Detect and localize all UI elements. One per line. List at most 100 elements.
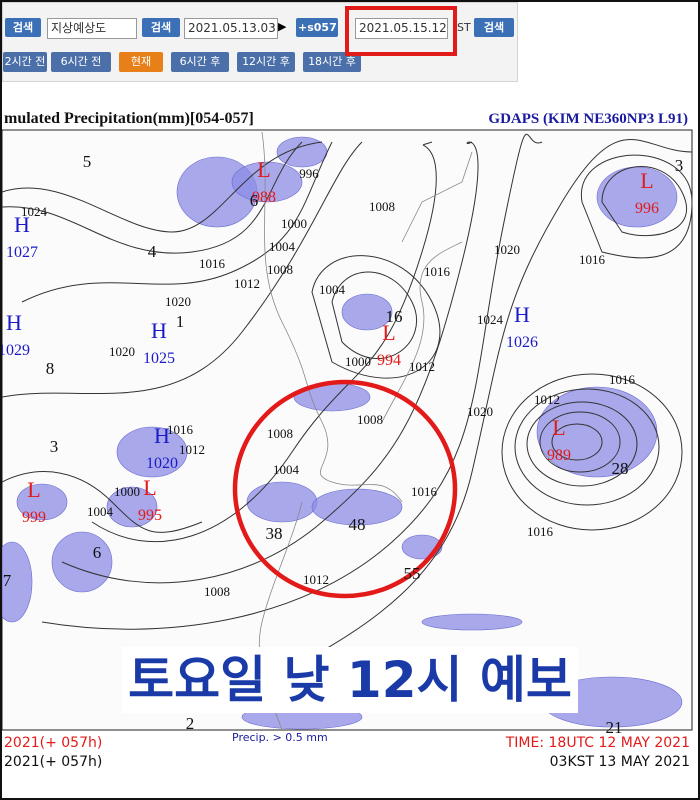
pressure-value: 1025 xyxy=(143,350,175,367)
nav-button[interactable]: 현재 xyxy=(119,52,163,72)
target-time-input[interactable]: 2021.05.15.12 xyxy=(355,18,448,39)
highlight-box xyxy=(345,6,457,56)
footer-run: 2021(+ 057h) xyxy=(4,754,102,770)
isobar-label: 1012 xyxy=(534,392,560,407)
isobar-label: 1000 xyxy=(281,216,307,231)
pressure-value: 988 xyxy=(252,189,276,206)
pressure-letter: L xyxy=(257,157,270,182)
isobars xyxy=(2,133,693,693)
search-button[interactable]: 검색 xyxy=(474,18,514,37)
isobar-label: 1000 xyxy=(114,484,140,499)
highlight-circle xyxy=(232,379,458,599)
isobar-label: 1004 xyxy=(87,504,114,519)
legend: Precip. > 0.5 mm xyxy=(232,731,328,744)
pressure-letter: H xyxy=(514,302,530,327)
pressure-letter: L xyxy=(27,477,40,502)
pressure-value: 995 xyxy=(138,507,162,524)
pressure-letter: H xyxy=(6,310,22,335)
arrow[interactable]: ▶ xyxy=(278,20,287,33)
base-time-input[interactable]: 2021.05.13.03 xyxy=(184,18,278,39)
precip-label: 6 xyxy=(93,543,102,562)
map-title: mulated Precipitation(mm)[054-057] xyxy=(4,110,254,127)
precip-label: 2 xyxy=(186,714,195,733)
isobar-label: 1012 xyxy=(409,359,435,374)
pressure-letter: L xyxy=(640,168,653,193)
nav-button[interactable]: 2시간 전 xyxy=(3,52,47,72)
isobar-label: 1016 xyxy=(579,252,606,267)
step-select[interactable]: +s057 xyxy=(296,18,338,37)
isobar-label: 1008 xyxy=(357,412,383,427)
isobar-label: 1024 xyxy=(477,312,504,327)
precip-label: 6 xyxy=(250,191,259,210)
product-select[interactable]: 지상예상도 xyxy=(47,18,137,39)
nav-button[interactable]: 12시간 후 xyxy=(237,52,295,72)
isobar-label: 1016 xyxy=(199,256,226,271)
pressure-value: 1029 xyxy=(2,342,30,359)
search-button[interactable]: 검색 xyxy=(5,18,41,37)
isobar-label: 1008 xyxy=(369,199,395,214)
tz-label: ST xyxy=(457,21,471,34)
isobar-label: 1020 xyxy=(165,294,191,309)
footer-run: 2021(+ 057h) xyxy=(4,735,102,751)
banner-box xyxy=(122,647,578,713)
precip-label: 48 xyxy=(349,515,366,534)
toolbar: 검색 지상예상도 검색 2021.05.13.03 ▶ +s057 2021.0… xyxy=(2,2,518,82)
isobar-label: 1012 xyxy=(303,572,329,587)
pressure-value: 996 xyxy=(635,200,659,217)
pressure-value: 994 xyxy=(377,352,401,369)
time-kst: 03KST 13 MAY 2021 xyxy=(550,754,690,770)
pressure-value: 999 xyxy=(22,509,46,526)
precip-label: 1 xyxy=(176,312,185,331)
coastlines xyxy=(258,131,473,731)
pressure-letter: L xyxy=(143,475,156,500)
isobar-label: 1004 xyxy=(269,239,296,254)
time-utc: TIME: 18UTC 12 MAY 2021 xyxy=(505,735,690,751)
pressure-letter: L xyxy=(552,415,565,440)
isobar-label: 1004 xyxy=(273,462,300,477)
precip-label: 5 xyxy=(83,152,92,171)
isobar-label: 1000 xyxy=(345,354,371,369)
precip-label: 28 xyxy=(612,459,629,478)
isobar-label: 1020 xyxy=(109,344,135,359)
search-button[interactable]: 검색 xyxy=(142,18,180,37)
precip-label: 4 xyxy=(148,242,157,261)
isobar-label: 1012 xyxy=(179,442,205,457)
precip-label: 3 xyxy=(675,156,684,175)
nav-button[interactable]: 6시간 전 xyxy=(51,52,111,72)
isobar-label: 996 xyxy=(299,166,319,181)
isobar-label: 1016 xyxy=(411,484,438,499)
pressure-letter: H xyxy=(154,423,170,448)
pressure-letter: H xyxy=(151,318,167,343)
precip-label: 16 xyxy=(386,307,403,326)
model-name: GDAPS (KIM NE360NP3 L91) xyxy=(488,111,688,127)
pressure-letter: H xyxy=(14,212,30,237)
isobar-label: 1016 xyxy=(167,422,194,437)
pressure-value: 1026 xyxy=(506,334,538,351)
isobar-label: 1024 xyxy=(21,204,48,219)
isobar-label: 1020 xyxy=(467,404,493,419)
isobar-label: 1016 xyxy=(527,524,554,539)
isobar-label: 1012 xyxy=(234,276,260,291)
isobar-label: 1008 xyxy=(204,584,230,599)
precip-label: 7 xyxy=(3,571,12,590)
pressure-letter: L xyxy=(382,320,395,345)
banner: 토요일 낮 12시 예보 xyxy=(128,651,572,709)
nav-button[interactable]: 18시간 후 xyxy=(303,52,361,72)
precip-label: 8 xyxy=(46,359,55,378)
pressure-value: 989 xyxy=(547,447,571,464)
nav-button[interactable]: 6시간 후 xyxy=(171,52,229,72)
pressure-value: 1020 xyxy=(146,455,178,472)
isobar-label: 1016 xyxy=(609,372,636,387)
precip-label: 38 xyxy=(266,524,283,543)
isobar-label: 1004 xyxy=(319,282,346,297)
precip-label: 21 xyxy=(606,718,623,737)
isobar-label: 1008 xyxy=(267,426,293,441)
isobar-label: 1008 xyxy=(267,262,293,277)
isobar-label: 1016 xyxy=(424,264,451,279)
precip-label: 3 xyxy=(50,437,59,456)
isobar-label: 1020 xyxy=(494,242,520,257)
pressure-value: 1027 xyxy=(6,244,38,261)
precip-label: 55 xyxy=(404,564,421,583)
